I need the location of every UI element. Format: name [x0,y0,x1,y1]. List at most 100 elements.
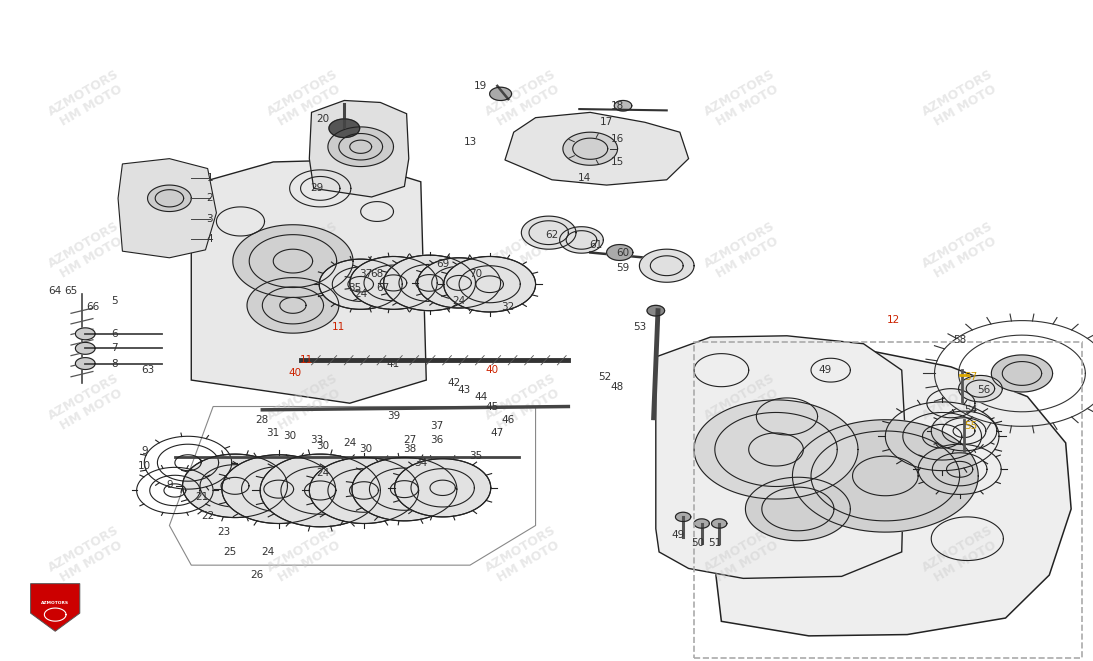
Text: 11: 11 [299,355,313,366]
Polygon shape [712,519,727,528]
Polygon shape [418,258,501,308]
Text: 37: 37 [431,421,444,432]
Text: 16: 16 [611,134,624,144]
Polygon shape [183,454,287,518]
Polygon shape [560,227,603,253]
Text: AZMOTORS
HM MOTO: AZMOTORS HM MOTO [265,524,348,587]
Text: 3: 3 [207,214,213,225]
Polygon shape [716,350,1071,636]
Text: 29: 29 [310,183,324,194]
Text: 53: 53 [633,322,646,332]
Text: 35: 35 [469,451,482,461]
Text: AZMOTORS
HM MOTO: AZMOTORS HM MOTO [702,67,785,131]
Polygon shape [505,112,689,185]
Text: 28: 28 [256,414,269,425]
Text: 9: 9 [166,479,173,490]
Text: 50: 50 [691,538,704,549]
Text: AZMOTORS
HM MOTO: AZMOTORS HM MOTO [920,371,1003,435]
Text: 7: 7 [111,343,118,354]
Text: 30: 30 [283,431,296,442]
Text: 35: 35 [349,282,362,293]
Text: 31: 31 [267,428,280,438]
Polygon shape [490,87,512,100]
Polygon shape [148,185,191,212]
Text: 55: 55 [964,421,977,432]
Text: 44: 44 [474,391,487,402]
Text: 48: 48 [611,381,624,392]
Text: 40: 40 [485,365,498,375]
Polygon shape [521,216,576,249]
Text: 52: 52 [598,371,611,382]
Text: 36: 36 [431,434,444,445]
Polygon shape [563,132,618,165]
Text: AZMOTORS
HM MOTO: AZMOTORS HM MOTO [265,219,348,283]
Text: 46: 46 [502,414,515,425]
Text: AZMOTORS
HM MOTO: AZMOTORS HM MOTO [46,524,129,587]
Polygon shape [647,305,665,316]
Text: AZMOTORS
HM MOTO: AZMOTORS HM MOTO [483,67,566,131]
Polygon shape [75,328,95,340]
Polygon shape [607,245,633,260]
Polygon shape [31,584,80,631]
Polygon shape [222,455,336,524]
Polygon shape [352,457,457,521]
Text: 8: 8 [111,358,118,369]
Polygon shape [991,355,1053,392]
Polygon shape [118,159,216,258]
Text: 9: 9 [141,446,148,456]
Text: 64: 64 [48,286,61,296]
Text: 22: 22 [201,510,214,521]
Text: 24: 24 [316,467,329,478]
Text: 5: 5 [111,295,118,306]
Polygon shape [792,420,978,532]
Text: 21: 21 [196,492,209,502]
Text: 14: 14 [578,173,591,184]
Polygon shape [75,342,95,354]
Polygon shape [309,100,409,197]
Text: 58: 58 [953,335,966,346]
Text: 42: 42 [447,378,460,389]
Text: 1: 1 [207,173,213,184]
Text: AZMOTORS: AZMOTORS [42,601,69,605]
Text: 34: 34 [414,457,427,468]
Text: AZMOTORS
HM MOTO: AZMOTORS HM MOTO [702,371,785,435]
Text: 24: 24 [453,295,466,306]
Text: AZMOTORS
HM MOTO: AZMOTORS HM MOTO [702,524,785,587]
Text: 63: 63 [141,365,154,375]
Text: 57: 57 [964,371,977,382]
Text: 27: 27 [403,434,416,445]
Text: 47: 47 [491,428,504,438]
Text: 10: 10 [138,461,151,471]
Polygon shape [260,454,380,527]
Text: 49: 49 [671,530,684,541]
Text: 25: 25 [223,547,236,557]
Text: 67: 67 [376,282,389,293]
Text: AZMOTORS
HM MOTO: AZMOTORS HM MOTO [920,219,1003,283]
Text: 61: 61 [589,239,602,250]
Text: 66: 66 [86,302,99,313]
Text: 49: 49 [819,365,832,375]
Polygon shape [675,512,691,522]
Text: 60: 60 [616,247,630,258]
Text: 56: 56 [977,385,990,395]
Text: 43: 43 [458,385,471,395]
Polygon shape [309,457,419,524]
Text: AZMOTORS
HM MOTO: AZMOTORS HM MOTO [483,219,566,283]
Text: AZMOTORS
HM MOTO: AZMOTORS HM MOTO [483,371,566,435]
Bar [694,342,1082,658]
Polygon shape [233,225,353,297]
Polygon shape [614,100,632,111]
Text: 39: 39 [387,411,400,422]
Polygon shape [959,375,1002,402]
Text: 54: 54 [964,405,977,415]
Text: AZMOTORS
HM MOTO: AZMOTORS HM MOTO [920,67,1003,131]
Text: AZMOTORS
HM MOTO: AZMOTORS HM MOTO [265,371,348,435]
Polygon shape [745,477,850,541]
Text: 2: 2 [207,193,213,204]
Text: 62: 62 [545,229,559,240]
Text: 23: 23 [218,527,231,537]
Text: AZMOTORS
HM MOTO: AZMOTORS HM MOTO [702,219,785,283]
Polygon shape [329,119,360,137]
Text: 24: 24 [261,547,274,557]
Polygon shape [656,336,905,578]
